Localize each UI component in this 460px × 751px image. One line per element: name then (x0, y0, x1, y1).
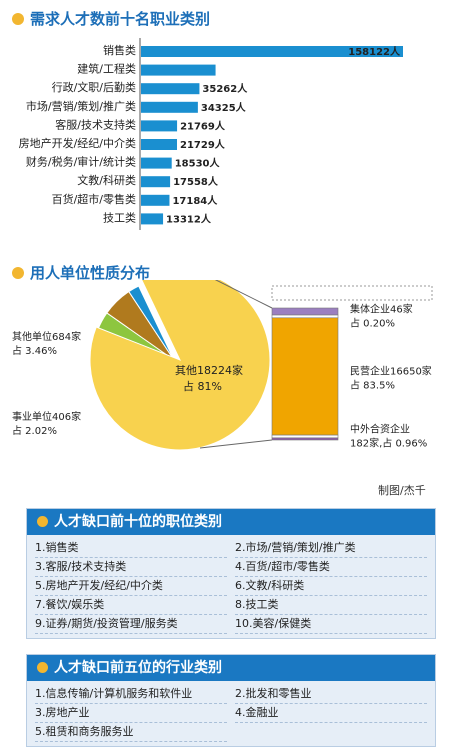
list-item: 2.批发和零售业 (235, 685, 427, 704)
bullet-dot-icon (12, 267, 24, 279)
bar-category-label: 市场/营销/策划/推广类 (26, 99, 136, 113)
bar-value-label: 17558人 (173, 175, 219, 188)
list-item: 3.房地产业 (35, 704, 227, 723)
pie-label: 其他单位684家 (12, 330, 81, 343)
list-item: 9.证券/期货/投资管理/服务类 (35, 615, 227, 634)
bullet-dot-icon (12, 13, 24, 25)
bar (141, 46, 403, 57)
list-item: 7.餐饮/娱乐类 (35, 596, 227, 615)
bar (141, 213, 164, 225)
bar-category-label: 建筑/工程类 (77, 62, 136, 76)
breakdown-label: 民营企业16650家 (350, 364, 432, 377)
list-item: 1.信息传输/计算机服务和软件业 (35, 685, 227, 704)
connector-line (214, 280, 273, 309)
bullet-dot-icon (37, 516, 48, 527)
pie-label: 事业单位406家 (12, 410, 81, 423)
list-item: 4.金融业 (235, 704, 427, 723)
section2-title-text: 用人单位性质分布 (30, 264, 151, 282)
bar-category-label: 销售类 (103, 43, 136, 57)
bar-category-label: 文教/科研类 (77, 173, 136, 187)
breakdown-segment (271, 317, 339, 436)
bar-category-label: 财务/税务/审计/统计类 (26, 155, 136, 169)
breakdown-label: 集体企业46家 (350, 302, 413, 315)
panel-industry-shortage: 人才缺口前五位的行业类别 1.信息传输/计算机服务和软件业 2.批发和零售业 3.房… (26, 654, 436, 747)
bar-value-label: 21769人 (180, 119, 226, 132)
panel1-title: 人才缺口前十位的职位类别 (54, 514, 222, 530)
list-item: 6.文教/科研类 (235, 577, 427, 596)
panel1-header: 人才缺口前十位的职位类别 (27, 509, 435, 535)
connector-line (199, 439, 273, 449)
breakdown-segment (271, 314, 339, 319)
list-item: 3.客服/技术支持类 (35, 558, 227, 577)
bar-category-label: 房地产开发/经纪/中介类 (19, 136, 136, 150)
panel1-list: 1.销售类 2.市场/营销/策划/推广类 3.客服/技术支持类 4.百货/超市/零售类… (27, 535, 435, 638)
panel2-title: 人才缺口前五位的行业类别 (54, 660, 222, 676)
bullet-dot-icon (37, 662, 48, 673)
pie-slice (89, 280, 271, 451)
panel2-header: 人才缺口前五位的行业类别 (27, 655, 435, 681)
breakdown-header-box (271, 285, 433, 301)
breakdown-label-sub: 182家,占 0.96% (350, 436, 427, 449)
pie-slice (128, 285, 175, 361)
bar-category-label: 行政/文职/后勤类 (52, 80, 136, 94)
list-item: 4.百货/超市/零售类 (235, 558, 427, 577)
section1-title-text: 需求人才数前十名职业类别 (30, 10, 211, 28)
bar-category-label: 客服/技术支持类 (55, 117, 136, 131)
list-item: 8.技工类 (235, 596, 427, 615)
bar (141, 64, 216, 76)
list-item: 5.房地产开发/经纪/中介类 (35, 577, 227, 596)
chart-credit: 制图/杰千 (378, 484, 426, 497)
bar-value-label: 17184人 (172, 194, 218, 207)
bar (141, 83, 200, 95)
list-item: 10.美容/保健类 (235, 615, 427, 634)
pie-label-sub: 占 2.02% (12, 424, 57, 437)
pie-label-main: 其他18224家 (175, 363, 243, 377)
panel2-list: 1.信息传输/计算机服务和软件业 2.批发和零售业 3.房地产业 4.金融业 5.租赁和… (27, 681, 435, 746)
bar-value-label: 21729人 (180, 138, 226, 151)
list-item: 1.销售类 (35, 539, 227, 558)
breakdown-label-sub: 占 83.5% (350, 378, 395, 391)
list-item: 5.租赁和商务服务业 (35, 723, 227, 742)
breakdown-segment (271, 307, 339, 316)
bar-category-label: 百货/超市/零售类 (52, 192, 136, 206)
bar-value-label: 158122人 (348, 45, 401, 58)
pie-label-main-sub: 占 81% (183, 379, 222, 393)
bar-value-label: 18530人 (175, 157, 221, 170)
breakdown-segment (271, 437, 339, 441)
section1-title: 需求人才数前十名职业类别 (12, 8, 210, 29)
breakdown-segment (271, 434, 339, 439)
list-item: 2.市场/营销/策划/推广类 (235, 539, 427, 558)
section2-title: 用人单位性质分布 (12, 262, 150, 283)
breakdown-label-sub: 占 0.20% (350, 316, 395, 329)
bar-value-label: 13312人 (166, 212, 212, 225)
bar (141, 139, 178, 150)
panel-job-shortage: 人才缺口前十位的职位类别 1.销售类 2.市场/营销/策划/推广类 3.客服/技术支… (26, 508, 436, 639)
pie-label-sub: 占 3.46% (12, 344, 57, 357)
bar-category-label: 技工类 (103, 210, 136, 224)
bar (141, 157, 172, 169)
bar (141, 194, 170, 206)
bar (141, 176, 171, 188)
bar (141, 120, 178, 132)
bar (141, 101, 198, 113)
bar-value-label: 34325人 (201, 101, 247, 114)
breakdown-label: 中外合资企业 (350, 422, 410, 435)
bar-value-label: 35262人 (202, 82, 248, 95)
